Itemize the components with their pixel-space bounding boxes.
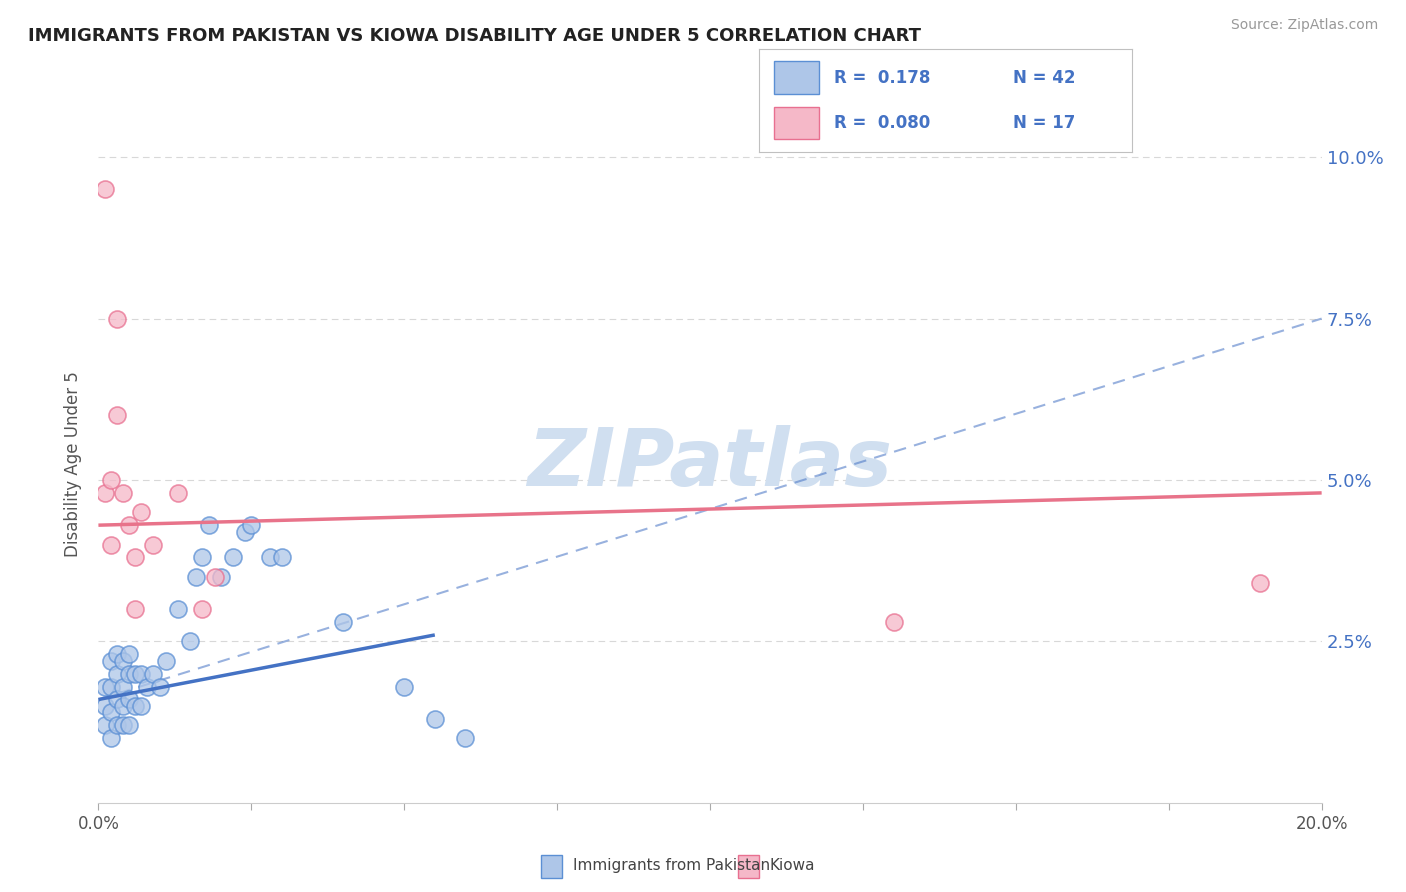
Point xyxy=(454,731,477,746)
Point xyxy=(124,698,146,713)
Point xyxy=(111,486,134,500)
Point xyxy=(167,602,190,616)
Point xyxy=(93,718,115,732)
Point xyxy=(118,692,141,706)
FancyBboxPatch shape xyxy=(738,855,759,878)
Point xyxy=(883,615,905,629)
Point xyxy=(149,680,172,694)
Point xyxy=(100,731,122,746)
Point xyxy=(191,550,214,565)
Point xyxy=(105,311,128,326)
Point xyxy=(111,680,134,694)
Point xyxy=(118,518,141,533)
Point xyxy=(259,550,281,565)
Y-axis label: Disability Age Under 5: Disability Age Under 5 xyxy=(65,371,83,557)
Text: Immigrants from Pakistan: Immigrants from Pakistan xyxy=(574,858,770,872)
Point xyxy=(100,706,122,720)
Point xyxy=(142,537,165,551)
FancyBboxPatch shape xyxy=(541,855,562,878)
Point xyxy=(392,680,416,694)
Point xyxy=(270,550,292,565)
Point xyxy=(129,505,152,519)
FancyBboxPatch shape xyxy=(775,62,818,95)
Point xyxy=(100,473,122,487)
Point xyxy=(197,518,219,533)
Point xyxy=(222,550,245,565)
Point xyxy=(191,602,214,616)
Point xyxy=(142,666,165,681)
Point xyxy=(100,654,122,668)
Point xyxy=(105,692,128,706)
Point xyxy=(233,524,256,539)
Point xyxy=(100,680,122,694)
Point xyxy=(332,615,354,629)
Point xyxy=(124,602,146,616)
Point xyxy=(118,718,141,732)
Point xyxy=(111,698,134,713)
Point xyxy=(186,570,208,584)
Point xyxy=(105,648,128,662)
FancyBboxPatch shape xyxy=(775,106,818,139)
Text: Kiowa: Kiowa xyxy=(770,858,815,872)
Point xyxy=(118,666,141,681)
Point xyxy=(105,718,128,732)
Text: R =  0.178: R = 0.178 xyxy=(834,69,931,87)
Text: R =  0.080: R = 0.080 xyxy=(834,114,929,132)
Point xyxy=(240,518,263,533)
Point xyxy=(93,486,115,500)
Point xyxy=(1249,576,1271,591)
Point xyxy=(93,680,115,694)
Text: Source: ZipAtlas.com: Source: ZipAtlas.com xyxy=(1230,18,1378,32)
Point xyxy=(155,654,177,668)
Point xyxy=(129,666,152,681)
Point xyxy=(100,537,122,551)
Point xyxy=(179,634,201,648)
Text: IMMIGRANTS FROM PAKISTAN VS KIOWA DISABILITY AGE UNDER 5 CORRELATION CHART: IMMIGRANTS FROM PAKISTAN VS KIOWA DISABI… xyxy=(28,27,921,45)
Point xyxy=(105,409,128,423)
Point xyxy=(167,486,190,500)
Point xyxy=(111,654,134,668)
Point xyxy=(129,698,152,713)
Text: ZIPatlas: ZIPatlas xyxy=(527,425,893,503)
Text: N = 42: N = 42 xyxy=(1012,69,1076,87)
Point xyxy=(118,648,141,662)
Point xyxy=(204,570,226,584)
Point xyxy=(111,718,134,732)
Point xyxy=(93,698,115,713)
Point xyxy=(423,712,446,726)
Text: N = 17: N = 17 xyxy=(1012,114,1076,132)
Point xyxy=(124,550,146,565)
Point xyxy=(93,182,115,196)
Point xyxy=(124,666,146,681)
Point xyxy=(136,680,159,694)
Point xyxy=(209,570,232,584)
Point xyxy=(105,666,128,681)
